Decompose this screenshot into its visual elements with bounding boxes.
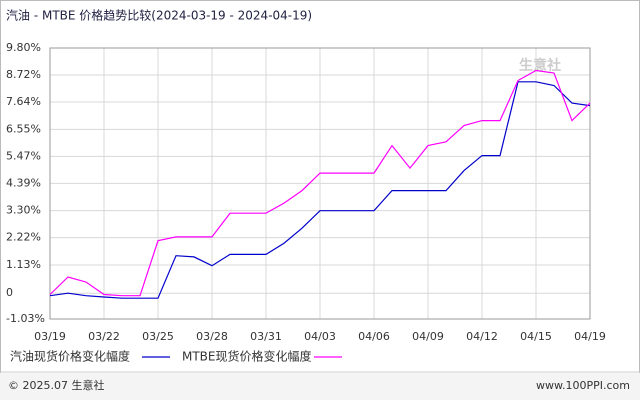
legend-label: MTBE现货价格变化幅度 (182, 349, 312, 364)
series-line (49, 69, 591, 297)
watermark: 生意社 (519, 57, 561, 74)
y-tick-label: 7.64% (6, 95, 41, 108)
y-tick-label: 2.22% (6, 231, 41, 244)
y-tick-label: 5.47% (6, 149, 41, 162)
x-tick-label: 03/25 (142, 330, 174, 343)
x-tick-label: 04/19 (574, 330, 606, 343)
x-tick-label: 04/12 (466, 330, 498, 343)
plot-border (49, 47, 591, 320)
y-tick-label: 9.80% (6, 41, 41, 54)
x-tick-label: 03/19 (34, 330, 66, 343)
footer-left: © 2025.07 生意社 (8, 378, 104, 392)
x-tick-label: 03/31 (250, 330, 282, 343)
series-line (49, 81, 591, 299)
y-tick-label: 6.55% (6, 122, 41, 135)
legend-label: 汽油现货价格变化幅度 (10, 349, 130, 364)
footer-bg (0, 373, 640, 400)
y-tick-label: 3.30% (6, 204, 41, 217)
y-tick-label: 4.39% (6, 176, 41, 189)
y-tick-label: 1.13% (6, 258, 41, 271)
x-tick-label: 04/03 (304, 330, 336, 343)
y-tick-label: -1.03% (6, 312, 45, 325)
x-tick-label: 04/09 (412, 330, 444, 343)
x-tick-label: 03/22 (88, 330, 120, 343)
chart-title: 汽油 - MTBE 价格趋势比较(2024-03-19 - 2024-04-19… (6, 8, 312, 23)
footer-right: www.100PPI.com (536, 379, 630, 392)
y-tick-label: 8.72% (6, 68, 41, 81)
y-tick-label: 0 (6, 286, 13, 299)
x-tick-label: 04/06 (358, 330, 390, 343)
x-tick-label: 04/15 (520, 330, 552, 343)
x-tick-label: 03/28 (196, 330, 228, 343)
